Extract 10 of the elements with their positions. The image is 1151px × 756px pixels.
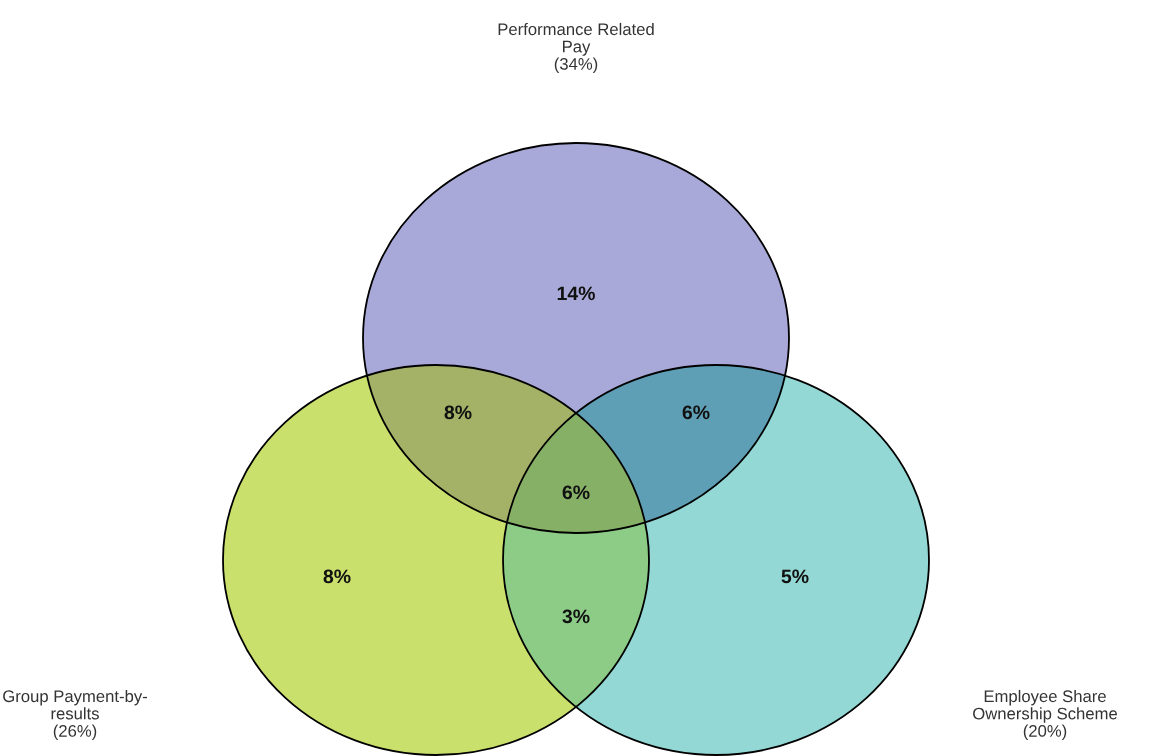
- text: Employee Share Ownership Scheme (20%): [973, 689, 1117, 741]
- data-label: 5%: [781, 569, 809, 584]
- data-label: 6%: [562, 485, 590, 500]
- data-label: 14%: [557, 286, 595, 301]
- text: Performance Related Pay (34%): [498, 22, 654, 74]
- data-label: 8%: [323, 569, 351, 584]
- text: Group Payment-by- results (26%): [3, 689, 147, 741]
- data-label: 6%: [682, 405, 710, 420]
- data-label: 3%: [562, 609, 590, 624]
- data-label: 8%: [444, 405, 472, 420]
